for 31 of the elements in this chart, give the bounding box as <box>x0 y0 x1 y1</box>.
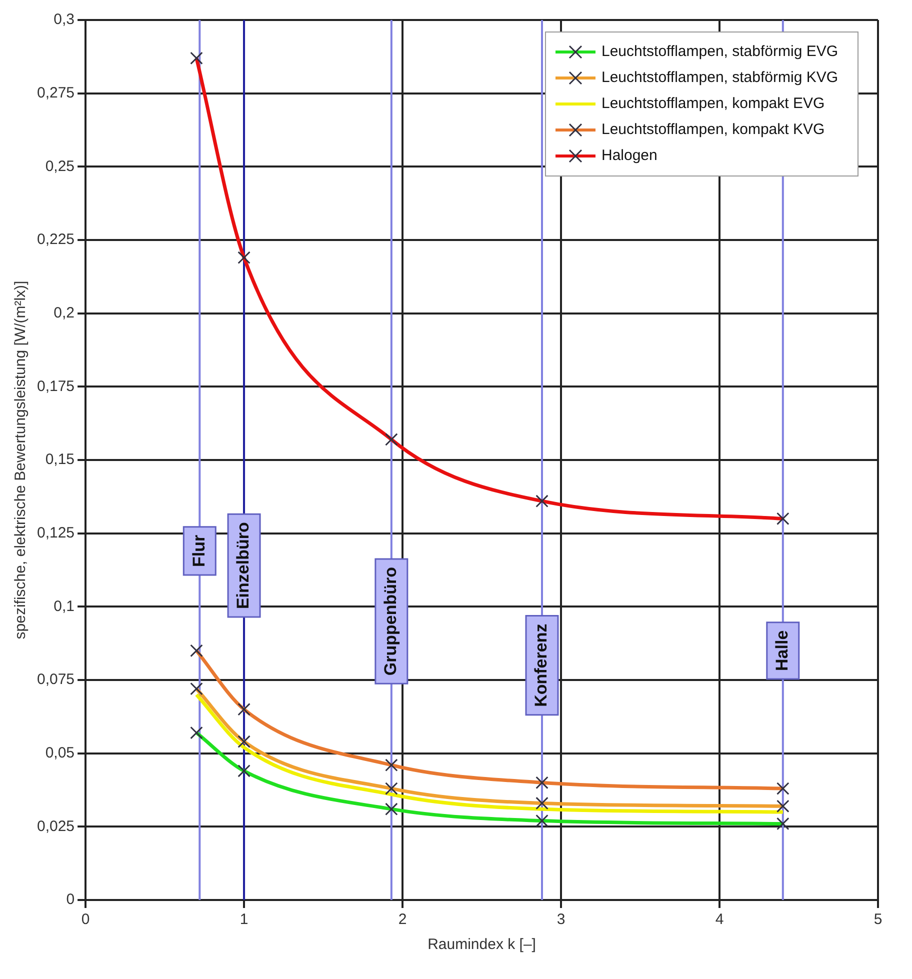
x-tick-label: 1 <box>240 911 248 928</box>
y-tick-label: 0,275 <box>36 84 75 102</box>
x-tick-label: 5 <box>874 911 882 928</box>
x-tick-label: 3 <box>556 911 566 928</box>
y-tick-label: 0,05 <box>45 744 75 762</box>
ref-line-label: Einzelbüro <box>234 522 253 610</box>
x-axis-title: Raumindex k [–] <box>428 936 536 954</box>
legend-label: Leuchtstofflampen, stabförmig KVG <box>601 69 838 86</box>
x-tick-label: 4 <box>715 911 724 928</box>
y-tick-label: 0,25 <box>45 158 75 175</box>
y-tick-label: 0,025 <box>36 818 75 835</box>
y-tick-label: 0,1 <box>54 598 75 615</box>
y-tick-label: 0,075 <box>36 671 75 688</box>
x-tick-label: 0 <box>81 911 90 928</box>
y-tick-label: 0,225 <box>36 231 75 248</box>
y-tick-label: 0,175 <box>36 378 75 395</box>
legend-label: Leuchtstofflampen, stabförmig EVG <box>601 43 838 60</box>
ref-line-label: Gruppenbüro <box>381 567 400 676</box>
legend-label: Leuchtstofflampen, kompakt KVG <box>601 121 825 138</box>
legend-label: Leuchtstofflampen, kompakt EVG <box>601 95 825 112</box>
y-tick-label: 0,2 <box>54 304 75 322</box>
ref-line-label: Halle <box>772 630 792 671</box>
legend-label: Halogen <box>601 147 658 164</box>
y-tick-label: 0,125 <box>36 524 75 542</box>
ref-line-label: Konferenz <box>532 624 551 707</box>
y-tick-label: 0,3 <box>54 11 75 28</box>
ref-line-label: Flur <box>189 534 208 567</box>
y-tick-label: 0 <box>66 891 75 908</box>
y-axis-title: spezifische, elektrische Bewertungsleistung [W/(m²lx)] <box>12 280 30 640</box>
y-tick-label: 0,15 <box>45 451 75 468</box>
x-tick-label: 2 <box>398 911 407 928</box>
